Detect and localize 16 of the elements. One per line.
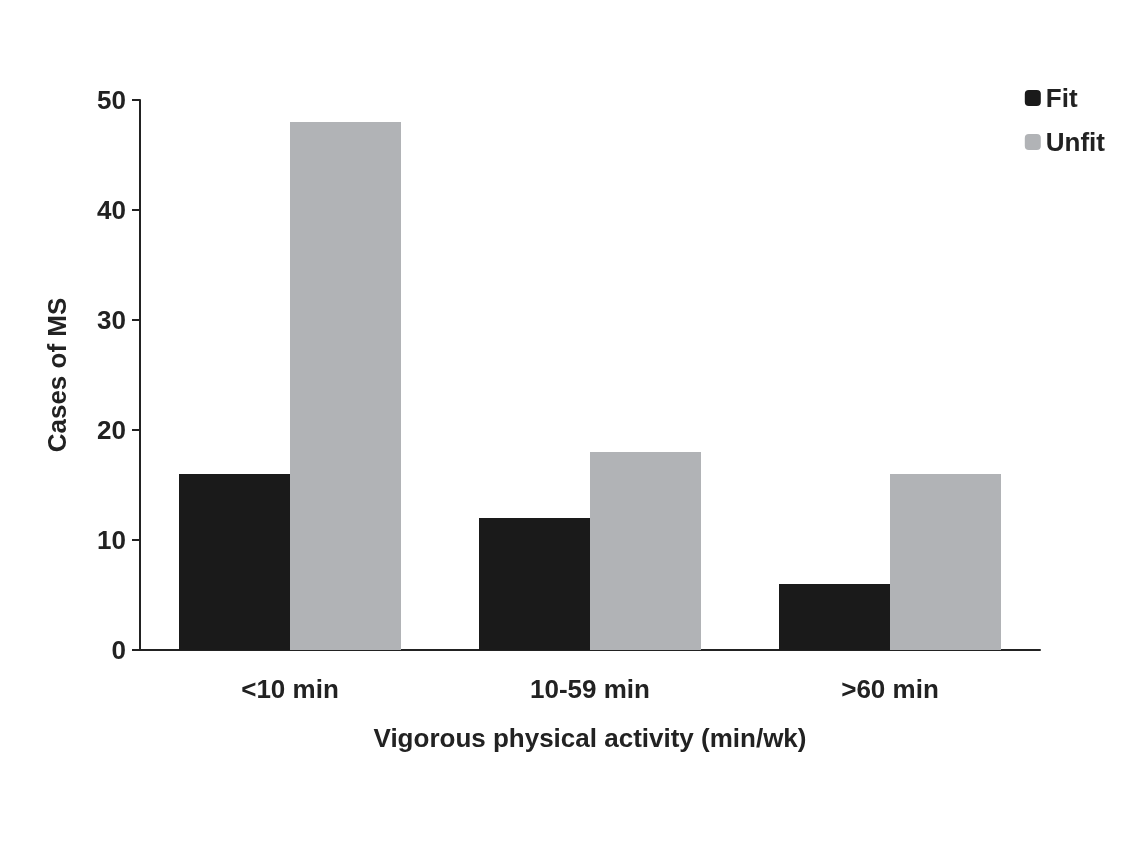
y-tick-label: 0 [111, 635, 126, 665]
y-tick-label: 30 [97, 305, 126, 335]
y-axis-title: Cases of MS [42, 297, 72, 453]
legend-label: Unfit [1045, 127, 1106, 157]
bar [890, 474, 1001, 650]
x-axis-title: Vigorous physical activity (min/wk) [373, 723, 807, 753]
x-tick-label: >60 min [841, 674, 939, 704]
x-tick-label: 10-59 min [530, 674, 650, 704]
y-tick-label: 10 [97, 525, 126, 555]
bar [290, 122, 401, 650]
bar [590, 452, 701, 650]
x-tick-label: <10 min [241, 674, 339, 704]
legend-label: Fit [1045, 83, 1078, 113]
y-tick-label: 20 [97, 415, 126, 445]
y-tick-label: 40 [97, 195, 126, 225]
y-tick-label: 50 [97, 85, 126, 115]
